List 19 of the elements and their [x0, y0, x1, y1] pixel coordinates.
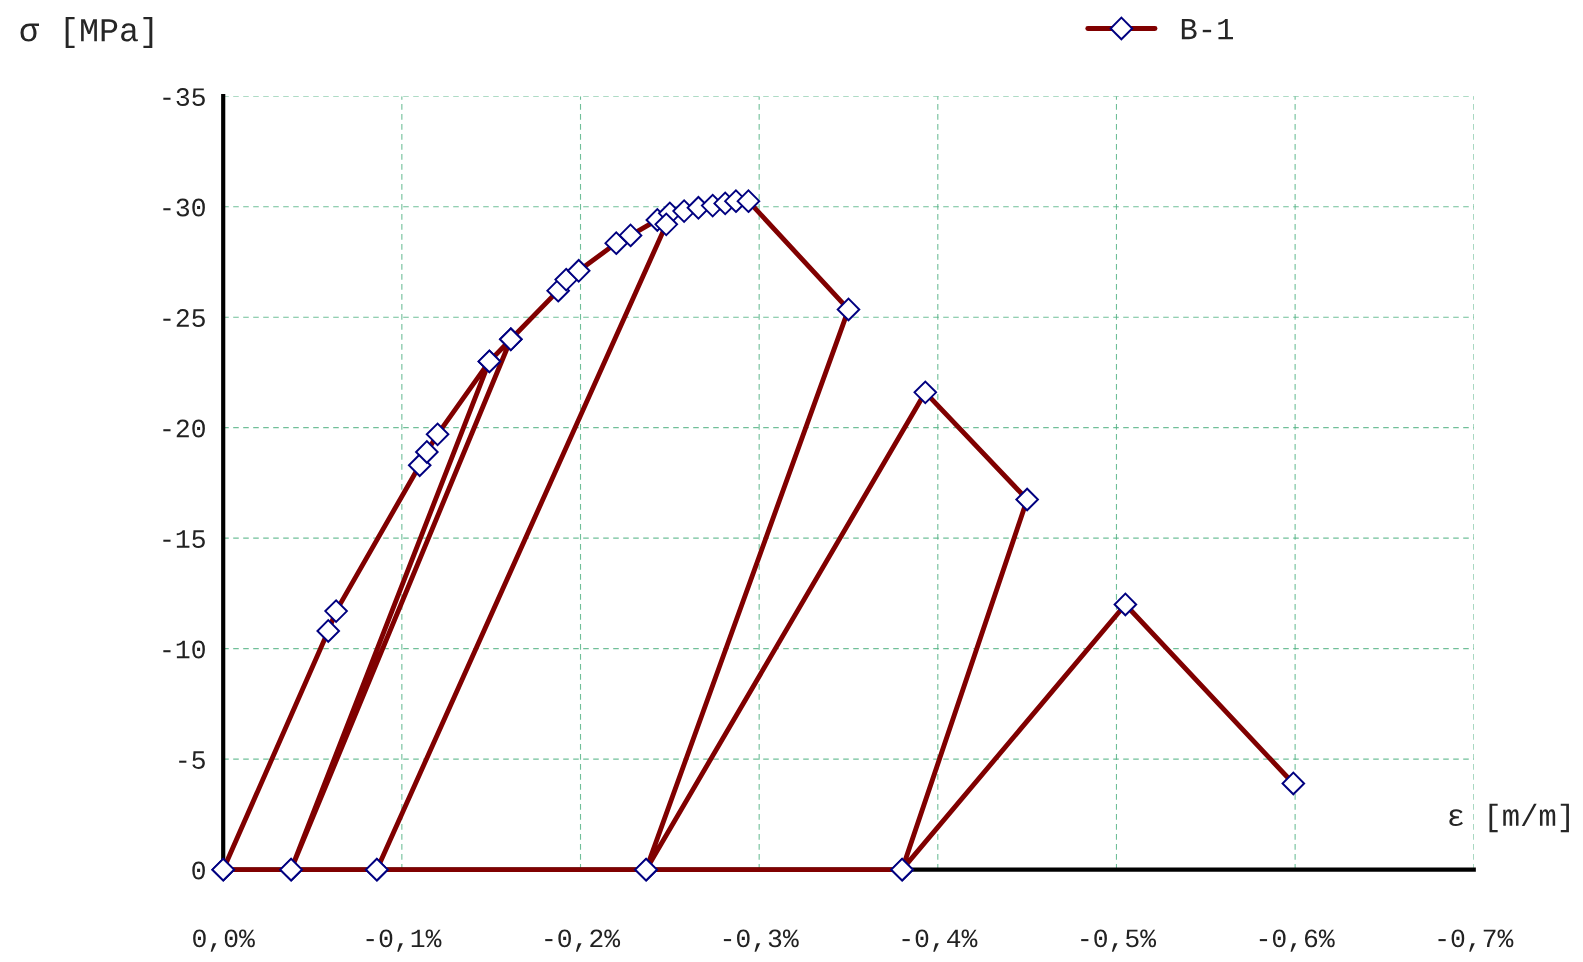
x-tick-label: -0,7% [1438, 929, 1514, 952]
x-tick-label: -0,2% [545, 929, 621, 952]
y-tick-label: -30 [163, 198, 205, 217]
x-tick-label: -0,5% [1081, 929, 1157, 952]
y-tick-label: -35 [163, 88, 205, 107]
x-axis-title: ε [m/m] [1449, 803, 1569, 833]
y-tick-label: -15 [163, 530, 205, 548]
y-axis-title: σ [MPa] [20, 17, 153, 49]
x-tick-label: -0,1% [366, 929, 442, 952]
y-tick-label: 0 [192, 861, 205, 880]
y-tick-label: -20 [163, 419, 205, 438]
x-tick-label: -0,6% [1259, 929, 1335, 952]
x-tick-label: -0,4% [902, 929, 978, 952]
x-tick-label: 0,0% [193, 929, 255, 952]
y-tick-label: -10 [163, 640, 205, 659]
y-tick-label: -25 [163, 309, 205, 328]
y-tick-label: -5 [179, 751, 205, 769]
legend-label: B-1 [1181, 19, 1233, 40]
x-tick-label: -0,3% [723, 929, 799, 952]
